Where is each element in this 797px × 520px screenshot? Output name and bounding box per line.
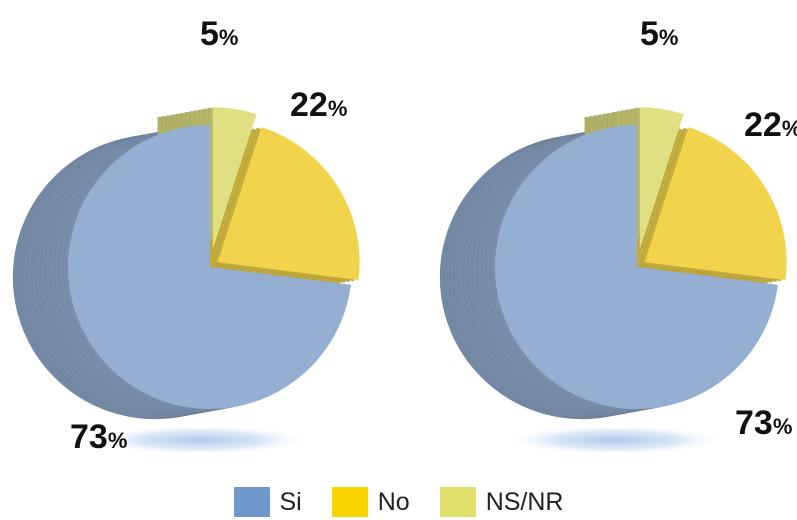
pie-floor-shadow <box>505 425 725 455</box>
pct-label-no: 22% <box>744 106 797 144</box>
slice-ns-nr <box>639 107 684 250</box>
slice-si <box>495 125 778 409</box>
pct-label-no: 22% <box>290 86 347 124</box>
pct-value: 73 <box>735 404 773 442</box>
pie-chart-left: 73%22%5% <box>12 15 360 456</box>
pct-unit: % <box>108 428 128 453</box>
pie-chart-right: 73%22%5% <box>439 15 797 455</box>
pie-floor-shadow <box>90 425 310 455</box>
legend-swatch <box>331 487 368 517</box>
pct-unit: % <box>773 414 793 439</box>
pct-unit: % <box>328 96 348 121</box>
pct-label-si: 73% <box>735 404 792 442</box>
legend-label: No <box>377 487 410 516</box>
legend-swatch <box>233 487 270 517</box>
pct-unit: % <box>782 116 797 141</box>
pct-value: 5 <box>640 15 659 53</box>
pct-label-ns-nr: 5% <box>200 15 238 53</box>
pct-label-si: 73% <box>70 418 127 456</box>
slice-ns-nr <box>212 107 257 250</box>
pct-value: 5 <box>200 15 219 53</box>
legend-label: NS/NR <box>485 487 564 516</box>
legend-swatch <box>439 487 476 517</box>
legend-label: Si <box>279 487 302 516</box>
pct-label-ns-nr: 5% <box>640 15 678 53</box>
pct-unit: % <box>219 25 239 50</box>
legend-item-no: No <box>331 487 410 517</box>
pct-value: 22 <box>744 106 782 144</box>
legend-item-si: Si <box>233 487 302 517</box>
legend-item-ns-nr: NS/NR <box>439 487 564 517</box>
pct-value: 73 <box>70 418 108 456</box>
slice-si <box>67 125 351 409</box>
pct-unit: % <box>659 25 679 50</box>
slice-no <box>217 127 360 280</box>
slice-no <box>644 127 787 280</box>
pct-value: 22 <box>290 86 328 124</box>
legend: Si No NS/NR <box>0 484 797 520</box>
